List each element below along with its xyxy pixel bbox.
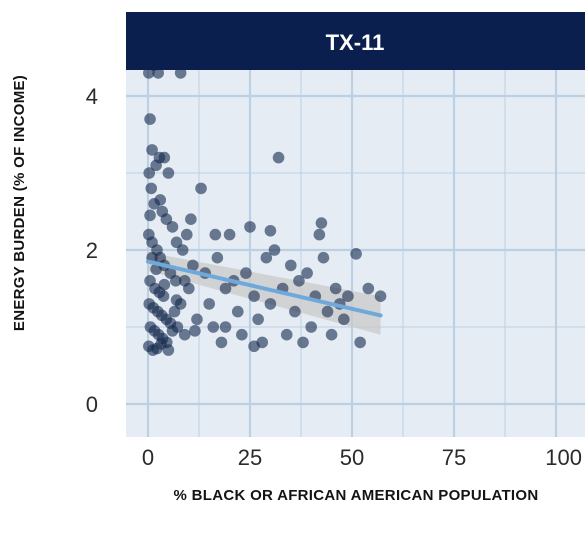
scatter-point [354,336,366,349]
scatter-point [260,251,273,264]
scatter-point [268,244,281,256]
scatter-point [185,213,197,225]
scatter-point [180,228,193,241]
scatter-point [215,336,228,349]
scatter-point [209,228,222,241]
scatter-point [187,259,199,272]
scatter-point [158,151,171,164]
scatter-point [329,282,342,295]
scatter-point [264,224,277,237]
x-tick-label: 50 [340,445,364,470]
scatter-point [207,321,220,333]
scatter-point [342,290,354,303]
trend-line-layer [146,259,383,318]
scatter-point [162,167,175,179]
scatter-point [219,321,232,333]
scatter-point [170,294,183,306]
scatter-point [189,325,201,337]
scatter-point [289,305,301,318]
scatter-point [166,325,179,337]
scatter-point [223,228,236,241]
scatter-point [240,267,252,279]
scatter-point [158,278,171,291]
scatter-point [252,313,264,326]
scatter-point [374,290,387,303]
scatter-point [157,290,170,303]
scatter-point [191,313,203,326]
x-tick-label: 100 [545,445,582,470]
scatter-point [293,275,305,287]
scatter-point [244,221,256,233]
y-tick-labels: 02468 [86,84,98,417]
scatter-point [248,290,260,303]
scatter-point [313,228,326,241]
scatter-point [231,305,244,318]
scatter-point [144,113,156,125]
scatter-point [169,275,182,287]
scatter-point [144,209,156,222]
x-tick-labels: 0 25 50 75 100 [142,445,582,470]
scatter-point [162,344,175,356]
scatter-point [154,194,167,206]
scatter-point [362,282,375,295]
scatter-point [203,298,215,310]
trend-line [146,259,383,318]
y-axis-label: ENERGY BURDEN (% OF INCOME) [11,75,28,331]
scatter-point [145,182,158,195]
scatter-point [178,328,191,341]
y-tick-label: 0 [86,392,98,417]
scatter-point [143,167,156,179]
scatter-point [219,282,232,295]
x-tick-label: 75 [442,445,466,470]
x-tick-label: 25 [238,445,262,470]
scatter-point [178,275,191,287]
x-axis-label: % BLACK OR AFRICAN AMERICAN POPULATION [174,487,539,504]
scatter-point [305,321,318,333]
panel-title: TX-11 [326,30,385,55]
scatter-point [272,151,285,164]
scatter-point [317,251,330,264]
scatter-point [285,259,297,272]
scatter-point [280,328,293,341]
y-tick-label: 4 [86,84,98,109]
scatter-point [315,217,328,229]
scatter-point [264,298,277,310]
scatter-point [236,328,248,341]
scatter-point [301,267,313,279]
scatter-point [350,248,362,260]
y-tick-label: 2 [86,238,98,263]
scatter-point [248,340,260,353]
scatter-point [338,313,350,326]
scatter-point [166,221,179,233]
scatter-point [321,305,334,318]
scatter-point [150,263,162,276]
scatter-point [170,236,183,249]
x-tick-label: 0 [142,445,154,470]
scatter-point [211,251,224,264]
scatter-point [325,328,338,341]
scatter-point [195,182,207,195]
scatter-point [146,144,158,156]
scatter-point [297,336,309,349]
panel-header [126,12,585,70]
